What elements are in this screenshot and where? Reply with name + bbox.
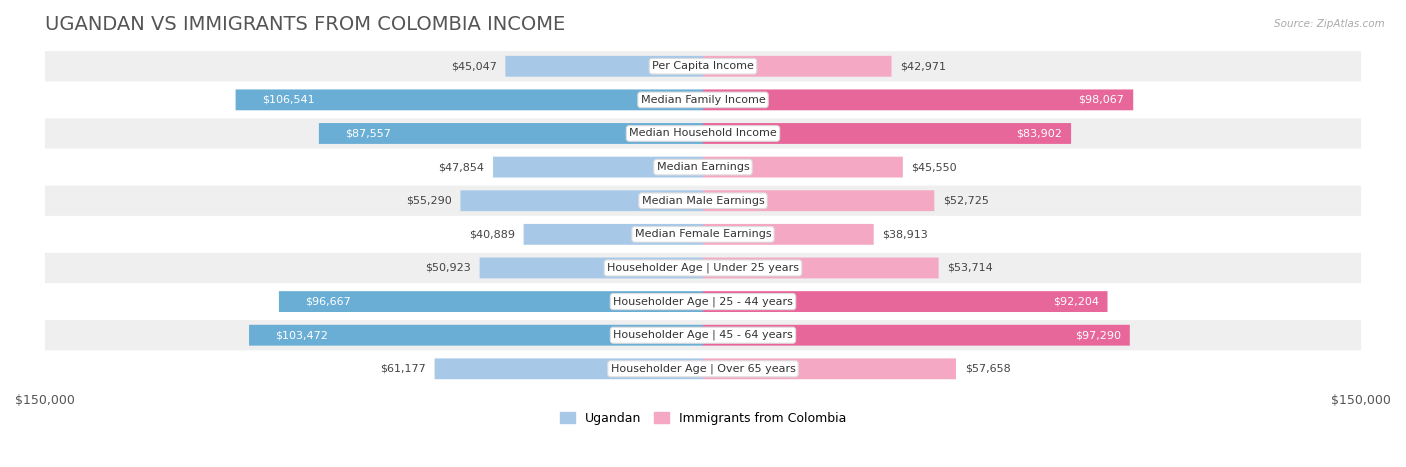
Text: $47,854: $47,854 [439,162,484,172]
Text: $40,889: $40,889 [468,229,515,240]
Text: $38,913: $38,913 [883,229,928,240]
FancyBboxPatch shape [523,224,703,245]
Text: $52,725: $52,725 [943,196,988,206]
Text: $103,472: $103,472 [276,330,328,340]
FancyBboxPatch shape [505,56,703,77]
FancyBboxPatch shape [494,157,703,177]
Text: $92,204: $92,204 [1053,297,1098,306]
FancyBboxPatch shape [45,354,1361,384]
FancyBboxPatch shape [45,253,1361,283]
FancyBboxPatch shape [703,224,873,245]
FancyBboxPatch shape [45,51,1361,81]
Text: $50,923: $50,923 [425,263,471,273]
Text: Median Household Income: Median Household Income [628,128,778,139]
Text: Householder Age | 25 - 44 years: Householder Age | 25 - 44 years [613,297,793,307]
Text: $45,047: $45,047 [451,61,496,71]
FancyBboxPatch shape [45,286,1361,317]
FancyBboxPatch shape [479,257,703,278]
Text: Median Female Earnings: Median Female Earnings [634,229,772,240]
FancyBboxPatch shape [703,157,903,177]
Text: $45,550: $45,550 [911,162,957,172]
FancyBboxPatch shape [703,325,1130,346]
FancyBboxPatch shape [703,123,1071,144]
Text: $57,658: $57,658 [965,364,1011,374]
Text: Median Male Earnings: Median Male Earnings [641,196,765,206]
FancyBboxPatch shape [45,85,1361,115]
FancyBboxPatch shape [236,90,703,110]
Text: $61,177: $61,177 [380,364,426,374]
FancyBboxPatch shape [434,358,703,379]
FancyBboxPatch shape [319,123,703,144]
Text: $53,714: $53,714 [948,263,993,273]
FancyBboxPatch shape [45,185,1361,216]
FancyBboxPatch shape [45,152,1361,182]
FancyBboxPatch shape [703,90,1133,110]
Text: $55,290: $55,290 [406,196,451,206]
Legend: Ugandan, Immigrants from Colombia: Ugandan, Immigrants from Colombia [555,407,851,430]
Text: Source: ZipAtlas.com: Source: ZipAtlas.com [1274,19,1385,28]
FancyBboxPatch shape [460,191,703,211]
Text: Median Earnings: Median Earnings [657,162,749,172]
FancyBboxPatch shape [249,325,703,346]
Text: $96,667: $96,667 [305,297,352,306]
Text: $42,971: $42,971 [900,61,946,71]
FancyBboxPatch shape [45,320,1361,350]
Text: $87,557: $87,557 [346,128,391,139]
FancyBboxPatch shape [703,291,1108,312]
FancyBboxPatch shape [703,56,891,77]
Text: Per Capita Income: Per Capita Income [652,61,754,71]
FancyBboxPatch shape [703,257,939,278]
FancyBboxPatch shape [703,191,935,211]
Text: $97,290: $97,290 [1076,330,1121,340]
Text: $83,902: $83,902 [1017,128,1063,139]
Text: $98,067: $98,067 [1078,95,1125,105]
FancyBboxPatch shape [45,118,1361,149]
Text: UGANDAN VS IMMIGRANTS FROM COLOMBIA INCOME: UGANDAN VS IMMIGRANTS FROM COLOMBIA INCO… [45,15,565,34]
FancyBboxPatch shape [278,291,703,312]
Text: Householder Age | Over 65 years: Householder Age | Over 65 years [610,364,796,374]
Text: Householder Age | Under 25 years: Householder Age | Under 25 years [607,263,799,273]
Text: $106,541: $106,541 [262,95,315,105]
Text: Householder Age | 45 - 64 years: Householder Age | 45 - 64 years [613,330,793,340]
Text: Median Family Income: Median Family Income [641,95,765,105]
FancyBboxPatch shape [703,358,956,379]
FancyBboxPatch shape [45,219,1361,249]
